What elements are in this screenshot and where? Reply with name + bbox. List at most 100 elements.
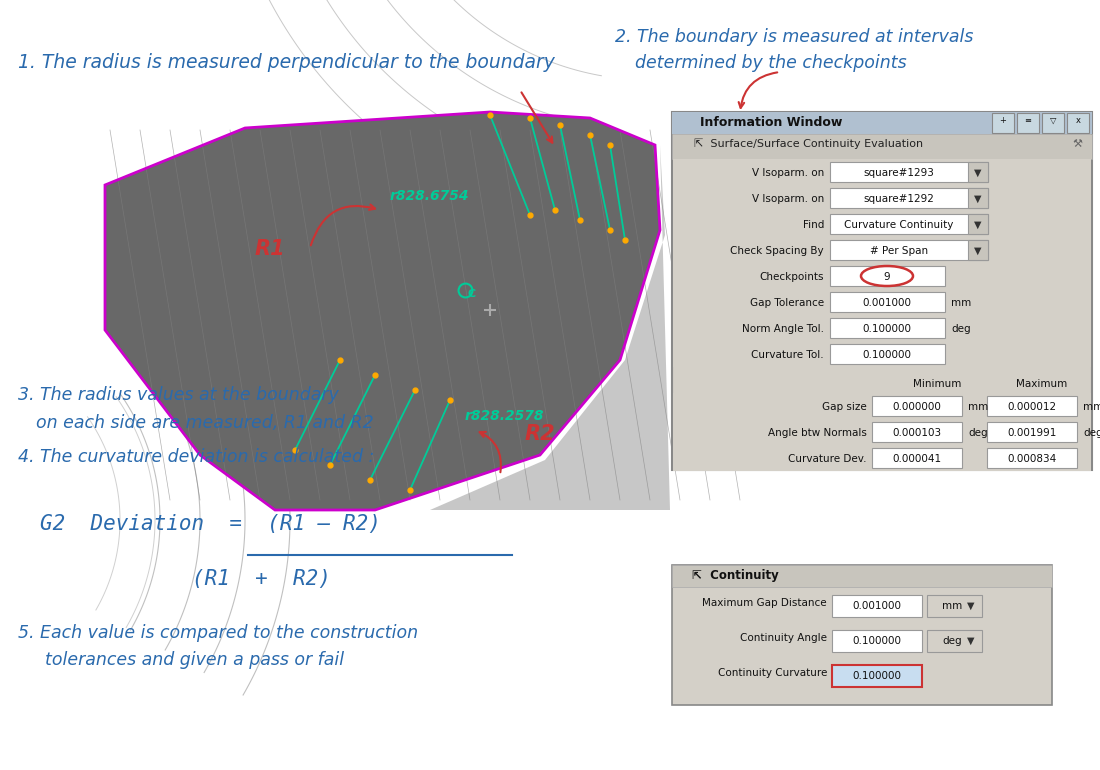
- Text: determined by the checkpoints: determined by the checkpoints: [635, 54, 906, 72]
- FancyBboxPatch shape: [830, 266, 945, 286]
- Text: 0.000012: 0.000012: [1008, 402, 1057, 412]
- Text: square#1292: square#1292: [864, 194, 934, 204]
- Bar: [673, 445, 1091, 471]
- FancyBboxPatch shape: [987, 396, 1077, 416]
- FancyBboxPatch shape: [830, 240, 988, 260]
- Bar: [673, 159, 1091, 185]
- Text: 0.100000: 0.100000: [862, 350, 912, 360]
- Text: ▼: ▼: [967, 636, 975, 646]
- Text: Continuity Curvature: Continuity Curvature: [717, 668, 827, 678]
- Text: Angle btw Normals: Angle btw Normals: [768, 428, 867, 438]
- Text: 0.000000: 0.000000: [892, 402, 942, 412]
- Text: Curvature Dev.: Curvature Dev.: [789, 454, 867, 464]
- Text: Norm Angle Tol.: Norm Angle Tol.: [742, 324, 824, 334]
- Text: G2  Deviation  =  (R1 – R2): G2 Deviation = (R1 – R2): [40, 514, 381, 534]
- FancyBboxPatch shape: [872, 422, 962, 442]
- Bar: [1067, 113, 1089, 133]
- Bar: [673, 263, 1091, 289]
- Text: 0.100000: 0.100000: [852, 636, 902, 646]
- Text: r828.2578: r828.2578: [465, 409, 544, 423]
- Bar: [672, 112, 1092, 470]
- Text: Maximum Gap Distance: Maximum Gap Distance: [703, 598, 827, 608]
- Text: 2. The boundary is measured at intervals: 2. The boundary is measured at intervals: [615, 28, 974, 46]
- FancyBboxPatch shape: [832, 665, 922, 687]
- Text: deg: deg: [952, 324, 970, 334]
- Bar: [673, 185, 1091, 211]
- FancyBboxPatch shape: [830, 188, 988, 208]
- FancyBboxPatch shape: [927, 630, 982, 652]
- Text: V Isoparm. on: V Isoparm. on: [751, 194, 824, 204]
- Text: Information Window: Information Window: [700, 116, 843, 129]
- Text: mm: mm: [1084, 402, 1100, 412]
- Text: ▼: ▼: [975, 194, 981, 204]
- FancyBboxPatch shape: [872, 396, 962, 416]
- Text: 0.000103: 0.000103: [892, 428, 942, 438]
- Text: Gap Tolerance: Gap Tolerance: [750, 298, 824, 308]
- Text: ⇱  Continuity: ⇱ Continuity: [692, 569, 779, 582]
- Text: 1. The radius is measured perpendicular to the boundary: 1. The radius is measured perpendicular …: [18, 53, 554, 72]
- Text: 0.100000: 0.100000: [852, 671, 902, 681]
- Text: ▼: ▼: [975, 246, 981, 256]
- Bar: [672, 112, 1092, 134]
- FancyBboxPatch shape: [830, 214, 988, 234]
- Text: ▼: ▼: [967, 601, 975, 611]
- FancyBboxPatch shape: [968, 188, 988, 208]
- Text: ▽: ▽: [1049, 116, 1056, 125]
- Text: Check Spacing By: Check Spacing By: [730, 246, 824, 256]
- Text: Minimum: Minimum: [913, 379, 961, 389]
- Polygon shape: [104, 112, 660, 510]
- FancyBboxPatch shape: [968, 162, 988, 182]
- Text: 0.000834: 0.000834: [1008, 454, 1057, 464]
- Text: ⚒: ⚒: [1072, 139, 1082, 149]
- Text: Find: Find: [803, 220, 824, 230]
- Text: mm: mm: [968, 402, 988, 412]
- Text: V Isoparm. on: V Isoparm. on: [751, 168, 824, 178]
- FancyBboxPatch shape: [987, 422, 1077, 442]
- FancyBboxPatch shape: [830, 162, 988, 182]
- FancyBboxPatch shape: [832, 595, 922, 617]
- Bar: [992, 113, 1014, 133]
- FancyBboxPatch shape: [830, 292, 945, 312]
- Text: +: +: [1000, 116, 1006, 125]
- FancyBboxPatch shape: [830, 318, 945, 338]
- Text: (R1  +  R2): (R1 + R2): [192, 569, 331, 589]
- Bar: [673, 289, 1091, 315]
- Text: 0.100000: 0.100000: [862, 324, 912, 334]
- Text: 0.001000: 0.001000: [852, 601, 902, 611]
- Bar: [680, 189, 686, 249]
- Text: mm: mm: [952, 298, 971, 308]
- FancyBboxPatch shape: [968, 240, 988, 260]
- FancyBboxPatch shape: [832, 630, 922, 652]
- Text: deg: deg: [942, 636, 961, 646]
- Text: 4. The curvature deviation is calculated :: 4. The curvature deviation is calculated…: [18, 448, 374, 466]
- Text: deg: deg: [1084, 428, 1100, 438]
- Text: deg: deg: [968, 428, 988, 438]
- Text: Checkpoints: Checkpoints: [759, 272, 824, 282]
- Text: ≡: ≡: [1024, 116, 1032, 125]
- FancyBboxPatch shape: [830, 344, 945, 364]
- Bar: [672, 134, 1092, 159]
- Bar: [673, 341, 1091, 367]
- Bar: [672, 565, 1052, 705]
- Bar: [673, 393, 1091, 419]
- Text: on each side are measured, R1 and R2: on each side are measured, R1 and R2: [36, 414, 374, 432]
- Bar: [673, 211, 1091, 237]
- Text: tolerances and given a pass or fail: tolerances and given a pass or fail: [45, 651, 344, 669]
- Bar: [1042, 113, 1064, 133]
- Text: r828.6754: r828.6754: [390, 189, 470, 203]
- Bar: [672, 565, 1052, 587]
- Text: 3. The radius values at the boundary: 3. The radius values at the boundary: [18, 386, 339, 404]
- Text: C: C: [468, 289, 476, 299]
- Text: Continuity Angle: Continuity Angle: [740, 633, 827, 643]
- Text: ▼: ▼: [975, 220, 981, 230]
- FancyBboxPatch shape: [968, 214, 988, 234]
- Text: 5. Each value is compared to the construction: 5. Each value is compared to the constru…: [18, 624, 418, 642]
- Polygon shape: [430, 145, 670, 510]
- Bar: [673, 419, 1091, 445]
- Text: square#1293: square#1293: [864, 168, 934, 178]
- Text: Maximum: Maximum: [1016, 379, 1068, 389]
- Text: Curvature Continuity: Curvature Continuity: [845, 220, 954, 230]
- Bar: [673, 237, 1091, 263]
- Text: ⇱  Surface/Surface Continuity Evaluation: ⇱ Surface/Surface Continuity Evaluation: [694, 139, 923, 149]
- Text: Gap size: Gap size: [823, 402, 867, 412]
